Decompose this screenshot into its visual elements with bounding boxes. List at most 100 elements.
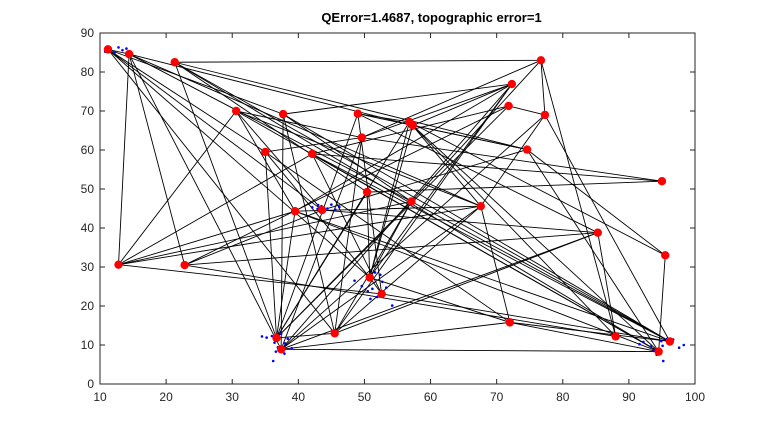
edge-line bbox=[107, 49, 323, 211]
edge-line bbox=[128, 53, 282, 350]
node-point bbox=[611, 332, 620, 341]
sample-point bbox=[290, 346, 294, 350]
y-tick-label: 40 bbox=[81, 221, 95, 235]
edges-layer bbox=[107, 48, 671, 353]
node-point bbox=[290, 207, 300, 216]
node-point bbox=[278, 109, 288, 119]
axes-box bbox=[99, 32, 696, 385]
sample-point bbox=[682, 343, 686, 347]
node-point bbox=[308, 149, 317, 159]
sample-point bbox=[273, 341, 276, 344]
x-tick-label: 30 bbox=[226, 390, 240, 404]
edge-line bbox=[526, 149, 660, 352]
edge-line bbox=[174, 61, 528, 151]
node-point bbox=[357, 133, 366, 142]
node-point bbox=[103, 45, 113, 54]
edge-line bbox=[276, 201, 412, 339]
edge-line bbox=[294, 210, 671, 342]
edge-line bbox=[282, 114, 336, 334]
edge-line bbox=[367, 180, 662, 193]
sample-point bbox=[390, 304, 394, 307]
edge-line bbox=[128, 53, 186, 266]
node-point bbox=[317, 205, 327, 215]
sample-point bbox=[265, 336, 268, 339]
y-tick-label: 80 bbox=[81, 65, 95, 79]
sample-point bbox=[661, 359, 665, 363]
edge-line bbox=[540, 60, 617, 337]
node-point bbox=[536, 56, 546, 65]
edge-line bbox=[264, 151, 277, 339]
sample-point bbox=[121, 48, 124, 52]
edge-line bbox=[282, 113, 671, 342]
edge-line bbox=[264, 151, 371, 278]
edge-line bbox=[540, 60, 546, 115]
edge-line bbox=[597, 232, 617, 337]
edge-line bbox=[366, 192, 371, 278]
sample-point bbox=[373, 271, 377, 274]
sample-point bbox=[117, 46, 120, 49]
edge-line bbox=[412, 125, 616, 337]
node-point bbox=[476, 201, 485, 211]
x-tick-label: 60 bbox=[424, 390, 438, 404]
edge-line bbox=[334, 83, 513, 334]
node-point bbox=[657, 177, 667, 186]
edge-line bbox=[312, 153, 662, 182]
sample-point bbox=[661, 344, 664, 348]
edge-line bbox=[409, 121, 666, 256]
edge-line bbox=[282, 113, 412, 202]
edge-line bbox=[334, 137, 363, 334]
node-point bbox=[261, 147, 270, 157]
x-tick-label: 10 bbox=[93, 390, 107, 404]
edge-line bbox=[361, 83, 513, 138]
node-point bbox=[362, 187, 372, 197]
node-point bbox=[180, 260, 189, 270]
y-tick-label: 0 bbox=[87, 377, 94, 391]
edge-line bbox=[118, 110, 237, 265]
sample-point bbox=[369, 297, 372, 301]
edge-line bbox=[411, 59, 542, 202]
edge-line bbox=[334, 201, 412, 334]
edge-line bbox=[312, 105, 509, 155]
edge-line bbox=[174, 59, 541, 63]
node-point bbox=[276, 345, 286, 354]
edge-line bbox=[118, 153, 313, 266]
sample-point bbox=[271, 359, 275, 363]
edge-line bbox=[369, 125, 414, 278]
edge-line bbox=[508, 105, 546, 116]
sample-point bbox=[113, 51, 116, 54]
x-tick-label: 20 bbox=[159, 390, 173, 404]
node-point bbox=[353, 109, 363, 118]
y-tick-label: 30 bbox=[81, 260, 95, 274]
node-point bbox=[377, 289, 386, 299]
edge-line bbox=[118, 264, 382, 295]
chart-title: QError=1.4687, topographic error=1 bbox=[321, 10, 541, 25]
edge-line bbox=[276, 332, 335, 339]
y-tick-label: 60 bbox=[81, 143, 95, 157]
node-point bbox=[522, 145, 532, 154]
sample-point bbox=[366, 289, 370, 293]
x-axis-ticks: 10 20 30 40 50 60 70 80 90 100 bbox=[93, 33, 705, 404]
node-point bbox=[665, 337, 675, 346]
sample-point bbox=[379, 273, 382, 277]
sample-point bbox=[286, 337, 290, 341]
edge-line bbox=[265, 137, 362, 153]
node-point bbox=[365, 273, 374, 282]
sample-point bbox=[384, 286, 388, 289]
sample-point bbox=[375, 295, 379, 299]
sample-point bbox=[642, 340, 645, 344]
edge-line bbox=[174, 62, 277, 339]
x-tick-label: 90 bbox=[622, 390, 636, 404]
sample-point bbox=[371, 287, 374, 291]
edge-line bbox=[480, 206, 511, 323]
sample-point bbox=[638, 342, 641, 346]
edge-line bbox=[184, 105, 509, 266]
edge-line bbox=[265, 151, 511, 323]
node-point bbox=[504, 101, 513, 111]
edge-line bbox=[544, 114, 671, 342]
sample-point bbox=[330, 203, 333, 206]
edge-line bbox=[526, 149, 666, 256]
edge-line bbox=[412, 83, 513, 126]
node-point bbox=[330, 329, 339, 338]
edge-line bbox=[174, 61, 368, 193]
